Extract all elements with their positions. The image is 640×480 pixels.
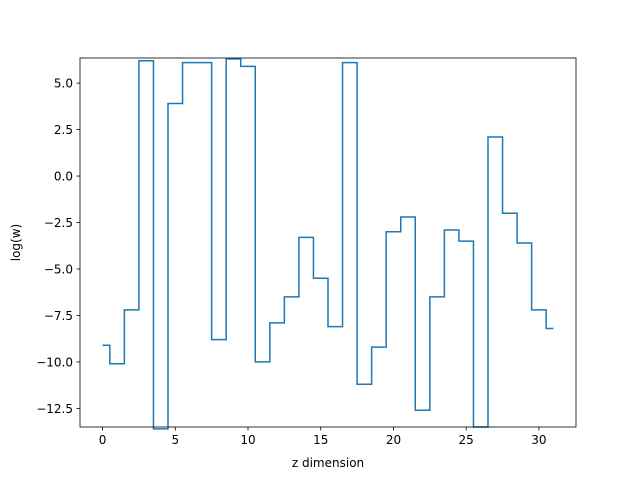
y-tick-label: 5.0 bbox=[54, 77, 73, 91]
x-tick-label: 0 bbox=[99, 433, 107, 447]
x-tick-label: 20 bbox=[386, 433, 401, 447]
y-tick-label: −5.0 bbox=[44, 262, 73, 276]
y-tick-label: 2.5 bbox=[54, 123, 73, 137]
y-axis-ticks: −12.5 −10.0 −7.5 −5.0 −2.5 0.0 2.5 5.0 bbox=[36, 77, 80, 416]
y-tick-label: −2.5 bbox=[44, 216, 73, 230]
x-tick-label: 30 bbox=[531, 433, 546, 447]
y-tick-label: −10.0 bbox=[36, 355, 73, 369]
y-tick-label: −7.5 bbox=[44, 309, 73, 323]
axes-frame bbox=[79, 57, 577, 428]
y-axis-label: log(w) bbox=[9, 224, 23, 261]
y-tick-label: −12.5 bbox=[36, 402, 73, 416]
y-tick-label: 0.0 bbox=[54, 170, 73, 184]
x-axis-ticks: 0 5 10 15 20 25 30 bbox=[99, 427, 547, 447]
x-tick-label: 25 bbox=[459, 433, 474, 447]
x-tick-label: 10 bbox=[240, 433, 255, 447]
x-tick-label: 5 bbox=[171, 433, 179, 447]
x-tick-label: 15 bbox=[313, 433, 328, 447]
x-axis-label: z dimension bbox=[292, 456, 364, 470]
